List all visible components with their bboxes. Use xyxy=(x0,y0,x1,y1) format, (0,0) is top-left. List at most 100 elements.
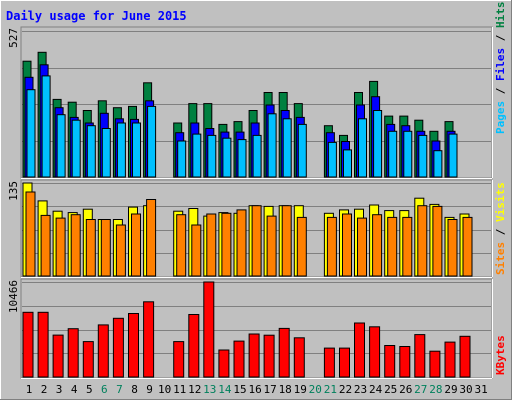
visits-sites-panel xyxy=(20,179,493,278)
bar-kbytes-day-18 xyxy=(278,327,290,378)
day-label-29: 29 xyxy=(444,383,457,396)
bar-sites-day-28 xyxy=(432,205,443,277)
bar-sites-day-30 xyxy=(462,216,473,277)
bar-kbytes-day-26 xyxy=(399,346,411,378)
day-label-22: 22 xyxy=(339,383,352,396)
day-label-8: 8 xyxy=(131,383,138,396)
bar-kbytes-day-21 xyxy=(323,347,335,378)
legend-top: Pages / Files / Hits xyxy=(494,2,507,135)
bar-kbytes-day-19 xyxy=(293,337,305,378)
day-label-31: 31 xyxy=(474,383,487,396)
day-label-19: 19 xyxy=(294,383,307,396)
bar-kbytes-day-23 xyxy=(354,322,365,378)
bar-sites-day-21 xyxy=(326,216,337,277)
bar-kbytes-day-9 xyxy=(143,301,155,378)
bar-pages-day-7 xyxy=(116,122,126,178)
panel-bottom-bars xyxy=(22,281,471,378)
bar-pages-day-21 xyxy=(327,141,337,178)
bar-pages-day-13 xyxy=(207,134,217,178)
bar-sites-day-15 xyxy=(236,209,247,277)
bar-pages-day-11 xyxy=(177,140,187,178)
bar-pages-day-23 xyxy=(358,118,367,178)
kbytes-panel xyxy=(20,278,493,379)
x-axis-day-labels: 1 2 3 4 5 6 7 8 9 10 11 12 13 14 15 16 17 18 19 20 21 22 23 24 2… xyxy=(26,383,488,396)
bar-kbytes-day-17 xyxy=(263,334,275,378)
bar-kbytes-day-1 xyxy=(22,311,34,378)
bar-pages-day-14 xyxy=(222,137,232,178)
bar-pages-day-1 xyxy=(26,89,36,178)
day-label-5: 5 xyxy=(86,383,93,396)
legend-bottom: KBytes xyxy=(494,335,507,375)
day-label-13: 13 xyxy=(203,383,216,396)
bar-sites-day-18 xyxy=(281,205,292,277)
day-label-17: 17 xyxy=(263,383,276,396)
bar-pages-day-26 xyxy=(403,130,413,178)
legend-sep-2: / xyxy=(494,28,507,48)
bar-pages-day-18 xyxy=(282,118,292,178)
bar-pages-day-5 xyxy=(86,125,96,178)
bar-kbytes-day-5 xyxy=(82,341,94,378)
day-label-11: 11 xyxy=(173,383,186,396)
panel-middle-bars xyxy=(22,182,473,277)
bar-sites-day-22 xyxy=(342,213,352,277)
chart-title: Daily usage for June 2015 xyxy=(6,9,187,23)
day-label-27: 27 xyxy=(414,383,427,396)
bar-kbytes-day-28 xyxy=(429,350,441,378)
legend-kbytes: KBytes xyxy=(494,335,507,375)
bar-kbytes-day-16 xyxy=(248,333,260,378)
day-label-26: 26 xyxy=(399,383,412,396)
bar-sites-day-1 xyxy=(25,191,36,277)
bar-sites-day-9 xyxy=(146,199,157,277)
bar-pages-day-15 xyxy=(237,139,247,178)
bar-sites-day-23 xyxy=(357,217,367,277)
day-label-6: 6 xyxy=(101,383,108,396)
day-label-3: 3 xyxy=(56,383,63,396)
day-label-4: 4 xyxy=(71,383,78,396)
bar-kbytes-day-6 xyxy=(97,324,109,378)
legend-hits: Hits xyxy=(494,2,507,29)
day-label-24: 24 xyxy=(369,383,383,396)
bar-pages-day-12 xyxy=(192,133,202,178)
bar-pages-day-4 xyxy=(71,119,81,178)
bar-sites-day-24 xyxy=(372,214,383,277)
legend-files: Files xyxy=(494,48,507,81)
bar-kbytes-day-22 xyxy=(339,347,350,378)
bar-sites-day-7 xyxy=(115,224,126,277)
bar-sites-day-6 xyxy=(100,219,111,277)
bar-pages-day-16 xyxy=(252,134,262,178)
bar-pages-day-8 xyxy=(132,122,141,178)
bar-kbytes-day-29 xyxy=(444,341,456,378)
panel-top-bars xyxy=(22,51,458,178)
bar-kbytes-day-30 xyxy=(459,335,471,378)
bar-pages-day-9 xyxy=(147,105,157,178)
bar-sites-day-3 xyxy=(55,217,66,277)
hits-files-pages-panel xyxy=(20,26,493,179)
bar-sites-day-19 xyxy=(296,216,307,277)
bar-sites-day-4 xyxy=(70,214,81,277)
bar-pages-day-29 xyxy=(448,133,458,178)
bar-kbytes-day-14 xyxy=(218,349,230,378)
bar-kbytes-day-7 xyxy=(112,317,124,378)
bar-sites-day-13 xyxy=(206,213,217,277)
bar-pages-day-28 xyxy=(433,150,443,178)
day-label-16: 16 xyxy=(248,383,261,396)
middle-max-label: 135 xyxy=(7,181,20,201)
bar-sites-day-17 xyxy=(266,215,277,277)
bottom-max-label: 10466 xyxy=(7,280,20,313)
bar-kbytes-day-24 xyxy=(369,326,381,378)
bar-kbytes-day-27 xyxy=(414,334,426,378)
bar-kbytes-day-13 xyxy=(203,281,215,378)
legend-middle: Sites / Visits xyxy=(494,182,507,275)
legend-sep-3: / xyxy=(494,222,507,242)
bar-pages-day-27 xyxy=(418,134,428,178)
legend-pages: Pages xyxy=(494,101,507,134)
bar-sites-day-27 xyxy=(417,205,428,277)
bar-pages-day-19 xyxy=(297,123,307,178)
day-label-20: 20 xyxy=(309,383,322,396)
top-max-label: 527 xyxy=(7,28,20,48)
day-label-10: 10 xyxy=(158,383,171,396)
bar-pages-day-17 xyxy=(267,113,277,178)
day-label-7: 7 xyxy=(116,383,123,396)
day-label-14: 14 xyxy=(218,383,232,396)
